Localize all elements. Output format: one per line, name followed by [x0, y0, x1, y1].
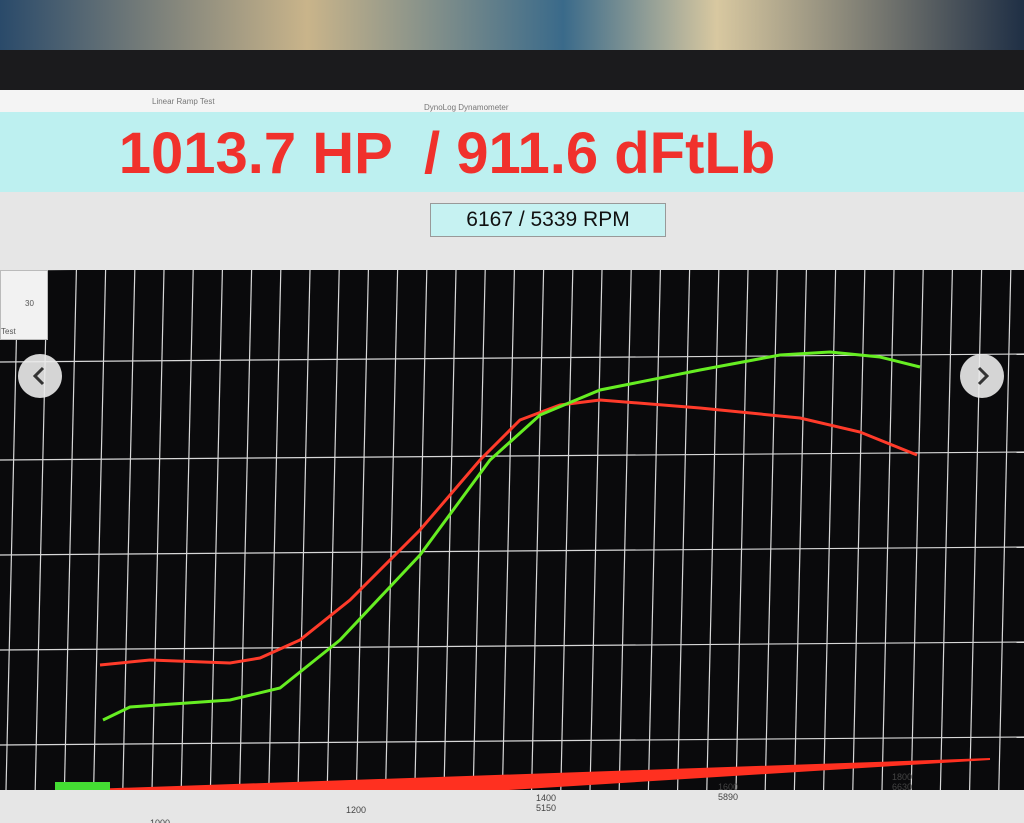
chevron-left	[32, 366, 45, 386]
grid-line	[0, 736, 1024, 746]
rpm-readout: 6167 / 5339 RPM	[430, 203, 666, 237]
grid-line	[326, 270, 340, 790]
grid-line	[5, 270, 19, 790]
grid-line	[998, 270, 1012, 790]
title-bar: Linear Ramp Test DynoLog Dynamometer	[0, 90, 1024, 112]
torque-curve	[99, 398, 918, 667]
grid-line	[443, 270, 457, 790]
grid-line	[268, 270, 282, 790]
gauge-widget: 30 Test	[0, 270, 48, 340]
power-curve	[102, 350, 921, 722]
grid-line	[151, 270, 165, 790]
grid-line	[209, 270, 223, 790]
time-bar	[60, 758, 990, 790]
grid-line	[0, 451, 1024, 461]
x-tick-label: 1600 5890	[708, 782, 748, 802]
gauge-label: Test	[1, 327, 16, 336]
previous-button[interactable]	[18, 354, 62, 398]
power-readout: 1013.7 HP / 911.6 dFtLb	[118, 121, 776, 186]
speed-label: 1600	[717, 782, 739, 792]
grid-line	[472, 270, 486, 790]
grid-line	[93, 270, 107, 790]
grid-line	[939, 270, 953, 790]
grid-line	[881, 270, 895, 790]
speed-label: 1000	[149, 818, 171, 823]
speed-label: 1400	[535, 793, 557, 803]
grid-line	[531, 270, 545, 790]
x-tick-label: 1800 6630	[882, 772, 922, 792]
grid-line	[122, 270, 136, 790]
next-button[interactable]	[960, 354, 1004, 398]
grid-line	[0, 641, 1024, 651]
rpm-label: 6630	[891, 782, 913, 792]
grid-line	[385, 270, 399, 790]
grid-line	[589, 270, 603, 790]
grid-line	[297, 270, 311, 790]
speed-label: 1800	[891, 772, 913, 782]
grid-line	[355, 270, 369, 790]
test-name: Linear Ramp Test	[152, 97, 215, 106]
grid-line	[910, 270, 924, 790]
grid-line	[501, 270, 515, 790]
rpm-label: 5150	[535, 803, 557, 813]
grid-line	[560, 270, 574, 790]
dyno-plot	[0, 270, 1024, 790]
x-tick-label: 1200	[336, 805, 376, 815]
progress-marker	[55, 782, 110, 790]
chevron-right	[977, 366, 990, 386]
window-title: DynoLog Dynamometer	[424, 103, 509, 112]
monitor-bezel	[0, 50, 1024, 92]
gauge-scale: 30	[25, 299, 34, 308]
grid-line	[823, 270, 837, 790]
x-tick-label: 1000	[140, 818, 180, 823]
grid-line	[793, 270, 807, 790]
x-tick-label: 1400 5150	[526, 793, 566, 813]
readout-band: 1013.7 HP / 911.6 dFtLb	[0, 112, 1024, 192]
grid-line	[0, 546, 1024, 556]
speed-label: 1200	[345, 805, 367, 815]
grid-line	[63, 270, 77, 790]
grid-line	[239, 270, 253, 790]
rpm-label: 5890	[717, 792, 739, 802]
